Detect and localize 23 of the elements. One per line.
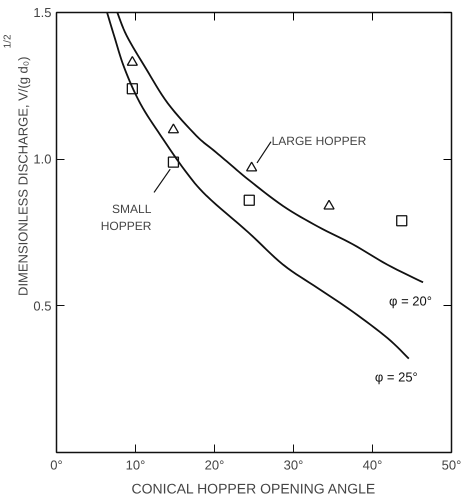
point [168, 123, 180, 134]
point [126, 83, 138, 94]
annotation: SMALL HOPPER [100, 202, 152, 233]
point [396, 215, 408, 226]
y-tick-label: 1.0 [33, 152, 52, 167]
x-tick-label: 50° [442, 458, 462, 472]
point [126, 56, 138, 66]
point [244, 194, 255, 206]
x-tick-label: 40° [362, 458, 382, 472]
y-axis-title: DIMENSIONLESS DISCHARGE, V/(g d₀)1/2 [2, 34, 30, 296]
annotation: LARGE HOPPER [272, 134, 367, 148]
x-tick-label: 10° [126, 458, 146, 472]
y-tick-label: 1.5 [33, 5, 52, 20]
point [246, 162, 258, 172]
point [168, 156, 180, 168]
series-label: φ = 20° [389, 293, 432, 308]
point [323, 200, 335, 210]
x-axis-title: CONICAL HOPPER OPENING ANGLE [131, 480, 376, 496]
x-tick-label: 30° [284, 458, 304, 472]
y-tick-label: 0.5 [33, 298, 52, 314]
series-label: φ = 25° [374, 370, 418, 385]
x-tick-label: 20° [204, 458, 224, 472]
x-tick-label: 0° [50, 458, 63, 472]
